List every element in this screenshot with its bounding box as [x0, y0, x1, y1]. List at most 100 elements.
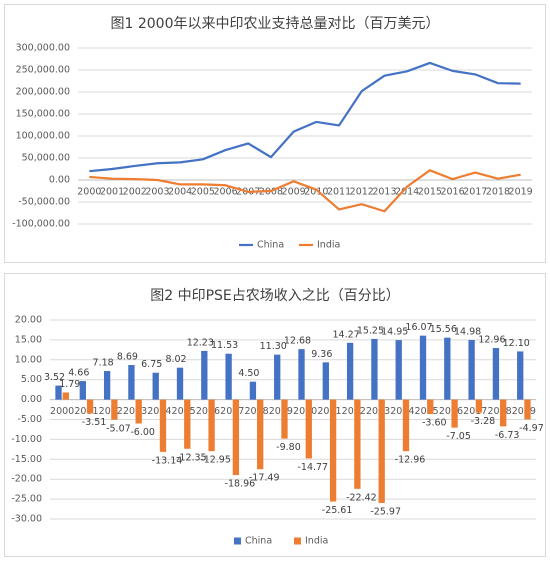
data-label: 8.02	[165, 354, 186, 365]
bar	[475, 399, 483, 413]
data-label: -14.77	[297, 462, 328, 473]
data-label: -13.14	[152, 455, 183, 466]
y-tick-label: 200,000.00	[16, 87, 70, 98]
y-tick-label: 300,000.00	[16, 43, 70, 54]
bar	[257, 399, 264, 470]
x-tick-label: 2013	[366, 406, 390, 417]
bar	[86, 399, 94, 414]
data-label: -7.05	[446, 431, 471, 442]
y-tick-label: -50,000.00	[18, 197, 70, 208]
x-tick-label: 2019	[509, 187, 533, 198]
y-tick-label: -100,000.00	[12, 219, 70, 230]
x-tick-label: 2018	[487, 406, 511, 417]
bar	[468, 339, 475, 400]
x-tick-label: 2007	[220, 406, 244, 417]
x-tick-label: 2019	[512, 406, 536, 417]
legend-label: China	[245, 536, 272, 547]
data-label: 3.52	[44, 372, 65, 383]
data-label: 12.23	[187, 337, 214, 348]
x-tick-label: 2009	[269, 406, 293, 417]
y-tick-label: -5.00	[17, 414, 42, 425]
data-label: -17.49	[249, 473, 280, 484]
x-tick-label: 2011	[317, 406, 341, 417]
x-tick-label: 2014	[390, 406, 414, 417]
bar	[444, 337, 451, 400]
bar	[184, 399, 191, 449]
x-tick-label: 2010	[293, 406, 317, 417]
line-series	[89, 61, 521, 173]
data-label: -18.96	[225, 479, 256, 490]
bar	[225, 353, 232, 400]
x-tick-label: 2002	[99, 406, 123, 417]
bar	[111, 399, 118, 420]
data-label: -12.96	[395, 455, 426, 466]
x-tick-label: 2005	[191, 187, 215, 198]
bar	[346, 342, 354, 400]
data-label: -12.35	[176, 452, 207, 463]
bar	[395, 340, 402, 400]
x-tick-label: 2012	[350, 187, 374, 198]
x-tick-label: 2009	[282, 187, 306, 198]
x-tick-label: 2004	[147, 406, 171, 417]
y-tick-label: 0.00	[49, 175, 70, 186]
x-tick-label: 2014	[395, 187, 419, 198]
bar	[500, 399, 507, 427]
data-label: 14.98	[454, 326, 481, 337]
bar	[451, 399, 458, 428]
x-tick-label: 2001	[74, 406, 98, 417]
y-tick-label: -25.00	[11, 494, 42, 505]
data-label: 7.18	[93, 358, 114, 369]
data-label: -4.97	[519, 423, 544, 434]
legend-label: India	[317, 240, 340, 251]
y-tick-label: 0.00	[21, 394, 42, 405]
legend-label: China	[257, 240, 284, 251]
bar	[281, 399, 288, 439]
bar	[201, 350, 208, 400]
bar	[305, 399, 312, 459]
data-label: 4.50	[238, 368, 259, 379]
bar	[208, 399, 215, 452]
data-label: -5.07	[106, 423, 131, 434]
data-label: -6.00	[130, 427, 155, 438]
y-tick-label: 5.00	[21, 374, 42, 385]
y-tick-label: -20.00	[11, 474, 42, 485]
y-tick-label: -30.00	[11, 514, 42, 525]
data-label: 12.96	[478, 335, 505, 346]
bar	[79, 381, 86, 400]
data-label: 15.56	[430, 324, 457, 335]
data-label: -3.28	[471, 416, 496, 427]
x-tick-label: 2015	[418, 187, 442, 198]
bar	[517, 351, 524, 400]
x-tick-label: 2008	[244, 406, 268, 417]
data-label: -9.80	[276, 442, 301, 453]
data-label: 16.07	[405, 322, 432, 333]
bar	[524, 399, 531, 420]
bar	[329, 399, 337, 502]
y-tick-label: 20.00	[15, 315, 42, 326]
data-label: -6.73	[495, 430, 520, 441]
data-label: -3.60	[422, 417, 447, 428]
bar	[402, 399, 410, 452]
y-tick-label: 150,000.00	[16, 109, 70, 120]
x-tick-label: 2012	[342, 406, 366, 417]
bar	[232, 399, 240, 476]
x-tick-label: 2000	[50, 406, 74, 417]
data-label: 1.79	[59, 379, 80, 390]
bar	[103, 371, 111, 400]
data-label: 12.68	[284, 336, 311, 347]
legend-swatch	[294, 537, 301, 545]
y-tick-label: 50,000.00	[22, 153, 70, 164]
bar	[322, 362, 329, 400]
bar	[371, 338, 378, 400]
x-tick-label: 2013	[372, 187, 396, 198]
x-tick-label: 2006	[213, 187, 237, 198]
data-label: 4.66	[68, 368, 89, 379]
x-tick-label: 2011	[327, 187, 351, 198]
data-label: -12.95	[200, 455, 231, 466]
x-tick-label: 2017	[463, 187, 487, 198]
x-tick-label: 2001	[100, 187, 124, 198]
x-tick-label: 2016	[439, 406, 463, 417]
data-label: 9.36	[311, 349, 332, 360]
bar	[55, 385, 62, 400]
